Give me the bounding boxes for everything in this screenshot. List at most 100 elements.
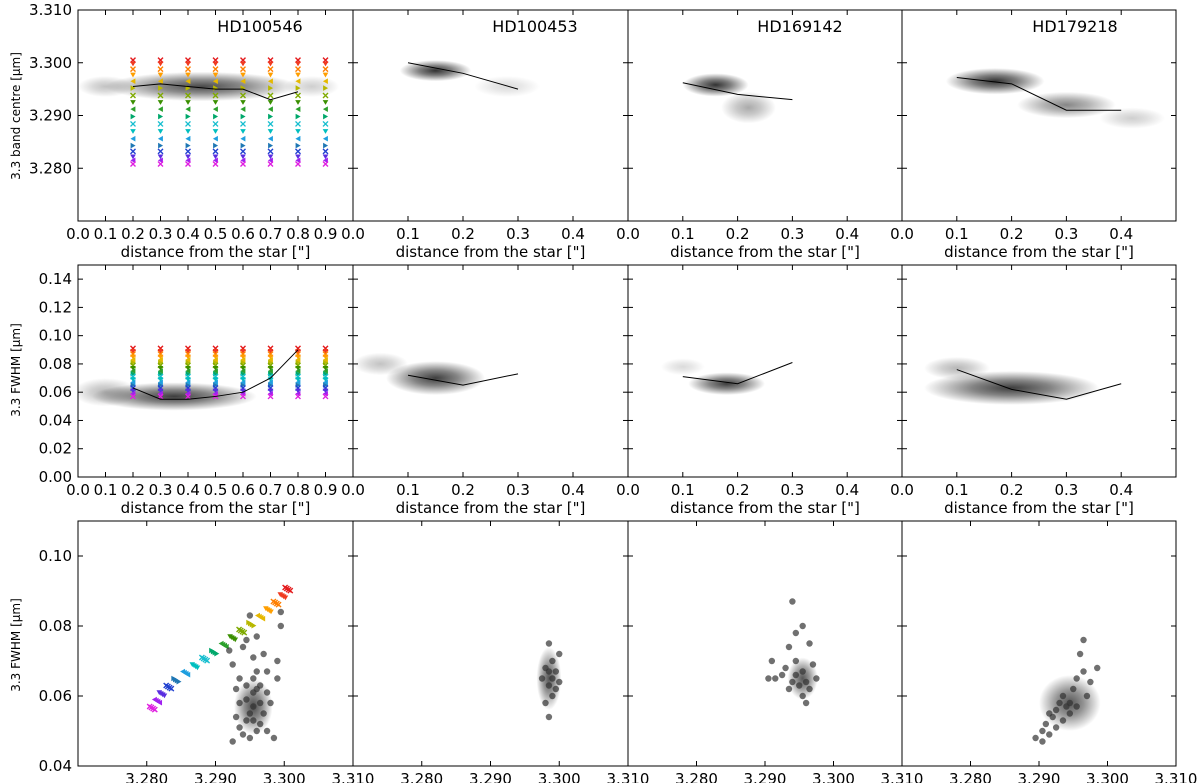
- model-point-r0-1-12: [157, 135, 163, 142]
- model-point-r0-3-8: [212, 106, 218, 112]
- model-point-r0-0-14: [130, 148, 136, 155]
- data-point-c0-37: [243, 682, 250, 689]
- xtick-label-r1-c2-3: 0.3: [780, 481, 804, 499]
- data-point-c0-7: [256, 720, 264, 728]
- model-point-r1-6-11: [295, 377, 301, 383]
- model-point-r1-2-11: [185, 377, 191, 383]
- data-point-c3-20: [1087, 678, 1094, 686]
- model-point-r1-1-8: [157, 368, 163, 374]
- ytick-label-r1-0: 0.14: [39, 270, 72, 288]
- data-point-c0-32: [226, 647, 233, 654]
- ytick-label-r2-2: 0.06: [39, 687, 72, 705]
- data-point-c0-12: [250, 675, 257, 682]
- model-point-r0-7-11: [322, 129, 329, 134]
- data-point-c2-5: [792, 671, 800, 679]
- model-point-r2-2-3: [275, 601, 282, 608]
- xtick-label-r1-c3-1: 0.1: [945, 481, 969, 499]
- xtick-label-r1-c1-1: 0.1: [396, 481, 420, 499]
- axes-frame-r2-c1: [352, 520, 629, 767]
- model-point-r0-1-13: [158, 142, 164, 149]
- xlabel-r1-c0: distance from the star ["]: [121, 499, 311, 517]
- model-point-r0-7-13: [323, 142, 329, 149]
- xtick-label-r0-c0-0: 0.0: [66, 225, 90, 243]
- xtick-label-r0-c3-2: 0.2: [1000, 225, 1024, 243]
- model-point-r0-1-6: [157, 92, 164, 99]
- data-point-c2-11: [792, 657, 800, 665]
- xtick-label-r2-c1-0: 3.280: [400, 770, 443, 783]
- data-point-c0-13: [253, 668, 260, 675]
- model-point-r0-7-16: [322, 157, 328, 164]
- model-point-r0-0-10: [130, 120, 136, 127]
- model-point-r0-6-4: [295, 78, 301, 85]
- xtick-label-r2-c3-3: 3.310: [1155, 770, 1198, 783]
- data-point-c3-4: [1049, 713, 1056, 721]
- xtick-label-r0-c2-3: 0.3: [780, 225, 804, 243]
- xtick-label-r1-c0-2: 0.2: [121, 481, 145, 499]
- model-point-r0-7-17: [322, 161, 329, 168]
- model-point-r0-7-6: [322, 92, 329, 99]
- data-point-c1-12: [549, 675, 556, 682]
- density-blob-r1-c1-1: [353, 352, 408, 376]
- xtick-label-r1-c0-6: 0.6: [231, 481, 255, 499]
- model-point-r0-6-6: [295, 92, 301, 99]
- data-point-c2-8: [802, 678, 810, 686]
- model-point-r0-1-2: [157, 66, 164, 73]
- model-point-r0-6-16: [295, 157, 301, 164]
- xtick-label-r0-c0-4: 0.4: [176, 225, 200, 243]
- ytick-label-r0-2: 3.290: [29, 107, 72, 125]
- data-point-c2-14: [799, 622, 806, 630]
- model-point-r0-4-2: [240, 66, 246, 73]
- model-point-r0-1-10: [157, 120, 164, 127]
- model-point-r0-5-13: [268, 142, 274, 149]
- xlabel-r1-c3: distance from the star ["]: [944, 499, 1134, 517]
- xtick-label-r0-c0-9: 0.9: [314, 225, 338, 243]
- model-point-r0-3-11: [212, 129, 219, 134]
- model-point-r0-3-10: [212, 120, 219, 127]
- median-line-r0-c0: [132, 83, 299, 101]
- xtick-label-r2-c3-0: 3.280: [949, 770, 992, 783]
- data-point-c2-13: [792, 629, 800, 637]
- model-point-r1-3-12: [212, 379, 218, 386]
- xlabel-r1-c1: distance from the star ["]: [396, 499, 586, 517]
- data-point-c2-2: [782, 664, 789, 672]
- data-point-c1-8: [538, 675, 546, 682]
- model-point-r0-4-1: [240, 61, 246, 67]
- model-point-r0-1-5: [158, 85, 164, 91]
- model-point-r1-0-8: [130, 368, 136, 374]
- xlabel-r1-c2: distance from the star ["]: [670, 499, 860, 517]
- median-line-r1-c0: [132, 349, 299, 400]
- model-point-r0-3-15: [212, 154, 219, 160]
- model-point-r0-4-15: [240, 154, 246, 160]
- xtick-label-r0-c1-2: 0.2: [451, 225, 475, 243]
- model-point-r1-4-1: [240, 349, 246, 354]
- data-point-c0-39: [253, 685, 260, 693]
- xtick-label-r1-c2-2: 0.2: [726, 481, 750, 499]
- data-point-c0-30: [277, 608, 285, 616]
- data-point-c0-4: [246, 710, 254, 717]
- median-line-r1-c3: [956, 369, 1122, 400]
- data-point-c2-1: [778, 671, 786, 679]
- data-point-c0-10: [236, 699, 243, 707]
- model-point-r0-4-6: [240, 92, 246, 99]
- xlabel-r0-c1: distance from the star ["]: [396, 243, 586, 261]
- data-point-c1-2: [549, 657, 556, 665]
- model-point-r1-5-17: [267, 393, 274, 400]
- ytick-label-r2-3: 0.04: [39, 757, 72, 775]
- xtick-label-r2-c1-1: 3.290: [469, 770, 512, 783]
- data-point-c0-0: [229, 738, 236, 745]
- model-point-r1-3-4: [212, 356, 218, 363]
- data-point-c3-12: [1080, 668, 1087, 675]
- xtick-label-r2-c3-2: 3.300: [1086, 770, 1129, 783]
- data-point-c2-4: [789, 678, 796, 686]
- model-point-r2-6-3: [241, 629, 248, 636]
- column-title-3: HD179218: [1032, 17, 1117, 36]
- data-point-c3-17: [1059, 717, 1067, 724]
- model-point-r1-5-4: [267, 356, 273, 363]
- model-point-r1-2-3: [185, 354, 191, 360]
- xtick-label-r2-c2-2: 3.300: [812, 770, 855, 783]
- model-point-r0-5-16: [267, 157, 273, 164]
- model-point-r0-7-14: [322, 148, 329, 155]
- model-point-r0-5-12: [267, 135, 273, 142]
- data-point-c2-7: [799, 668, 806, 675]
- data-point-c0-19: [250, 654, 257, 661]
